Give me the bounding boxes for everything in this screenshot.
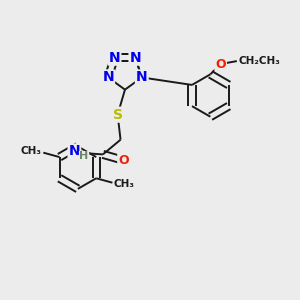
Text: N: N xyxy=(136,70,148,84)
Text: N: N xyxy=(102,70,114,84)
Text: H: H xyxy=(80,152,89,161)
Text: O: O xyxy=(215,58,226,70)
Text: N: N xyxy=(109,51,120,65)
Text: O: O xyxy=(118,154,129,167)
Text: S: S xyxy=(112,108,123,122)
Text: N: N xyxy=(130,51,141,65)
Text: CH₂CH₃: CH₂CH₃ xyxy=(238,56,280,66)
Text: CH₃: CH₃ xyxy=(21,146,42,156)
Text: CH₃: CH₃ xyxy=(114,179,135,189)
Text: N: N xyxy=(69,145,80,158)
